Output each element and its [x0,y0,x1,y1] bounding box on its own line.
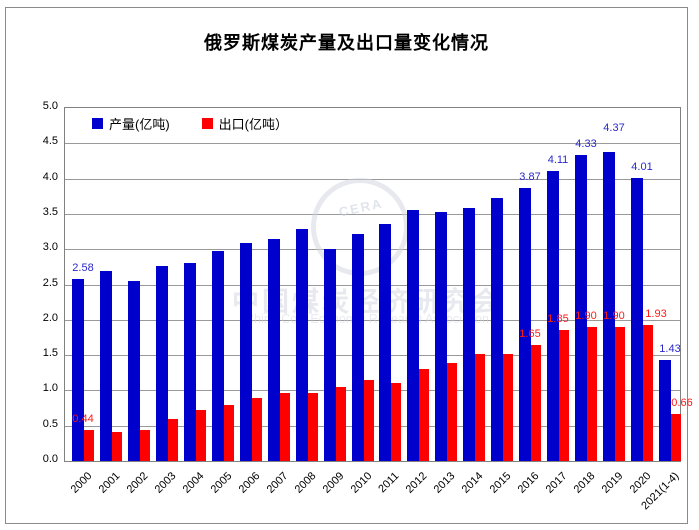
plot-area: CERA 中国煤炭经济研究会 China Coal Economic Researc… [64,107,693,462]
legend-swatch-icon [92,118,103,129]
value-label: 1.90 [603,310,625,322]
value-label: 2.58 [72,262,94,274]
bar-production [379,224,391,461]
bar-production [491,198,503,461]
bar-production [184,263,196,461]
y-tick-label: 3.0 [42,241,58,253]
y-tick-label: 0.5 [42,418,58,430]
legend: 产量(亿吨) 出口(亿吨） [92,114,288,133]
value-label: 0.44 [72,413,94,425]
bar-export [308,393,318,461]
chart-frame: 俄罗斯煤炭产量及出口量变化情况 CERA 中国煤炭经济研究会 China Coal … [5,7,693,524]
bar-export [447,363,457,461]
legend-label: 产量(亿吨) [109,117,170,132]
bar-export [587,327,597,461]
grid-line [65,285,680,286]
bar-export [364,380,374,461]
value-label: 3.87 [519,171,541,183]
bar-production [268,239,280,461]
legend-item: 产量(亿吨) [92,114,170,133]
value-label: 4.33 [575,138,597,150]
grid-line [65,143,680,144]
bar-production [72,279,84,461]
bar-production [100,271,112,461]
y-tick-label: 4.0 [42,171,58,183]
bar-export [475,354,485,461]
y-tick-label: 2.5 [42,277,58,289]
chart-title: 俄罗斯煤炭产量及出口量变化情况 [204,33,489,53]
value-label: 1.85 [547,313,569,325]
bar-production [407,210,419,461]
bar-export [224,405,234,461]
bar-production [463,208,475,461]
bar-export [559,330,569,461]
y-tick-label: 3.5 [42,206,58,218]
bar-production [324,249,336,461]
bar-production [575,155,587,461]
bar-export [531,345,541,461]
value-label: 4.37 [603,122,625,134]
value-label: 4.01 [631,161,653,173]
y-tick-label: 0.0 [42,453,58,465]
value-label: 1.65 [519,328,541,340]
legend-swatch-icon [201,118,213,129]
y-tick-label: 1.0 [42,382,58,394]
bar-production [659,360,671,461]
bar-production [240,243,252,461]
legend-label: 出口(亿吨） [218,117,289,132]
bar-production [212,251,224,461]
y-tick-label: 4.5 [42,135,58,147]
bar-export [196,410,206,461]
bar-production [156,266,168,461]
bar-export [112,432,122,461]
bar-export [391,383,401,461]
value-label: 1.43 [659,343,681,355]
bar-production [519,188,531,461]
bar-export [336,387,346,461]
bar-production [631,178,643,461]
value-label: 0.66 [671,397,693,409]
bar-production [547,171,559,461]
bar-export [671,414,681,461]
bar-production [352,234,364,461]
grid-line [65,249,680,250]
grid-line [65,320,680,321]
bar-export [140,430,150,461]
bar-export [643,325,653,461]
bar-production [128,281,140,461]
grid-line [65,355,680,356]
watermark-logo-text: CERA [337,195,385,220]
bar-export [615,327,625,461]
grid-line [65,214,680,215]
bar-production [603,152,615,461]
bar-production [435,212,447,461]
y-tick-label: 2.0 [42,312,58,324]
value-label: 1.93 [645,308,667,320]
bar-export [168,419,178,461]
bar-export [84,430,94,461]
value-label: 4.11 [547,154,569,166]
grid-line [65,179,680,180]
bar-export [280,393,290,461]
bar-production [296,229,308,461]
bar-export [419,369,429,461]
y-tick-label: 1.5 [42,347,58,359]
value-label: 1.90 [575,310,597,322]
bar-export [252,398,262,461]
y-tick-label: 5.0 [42,100,58,112]
legend-item: 出口(亿吨） [201,114,289,133]
bar-export [503,354,513,461]
